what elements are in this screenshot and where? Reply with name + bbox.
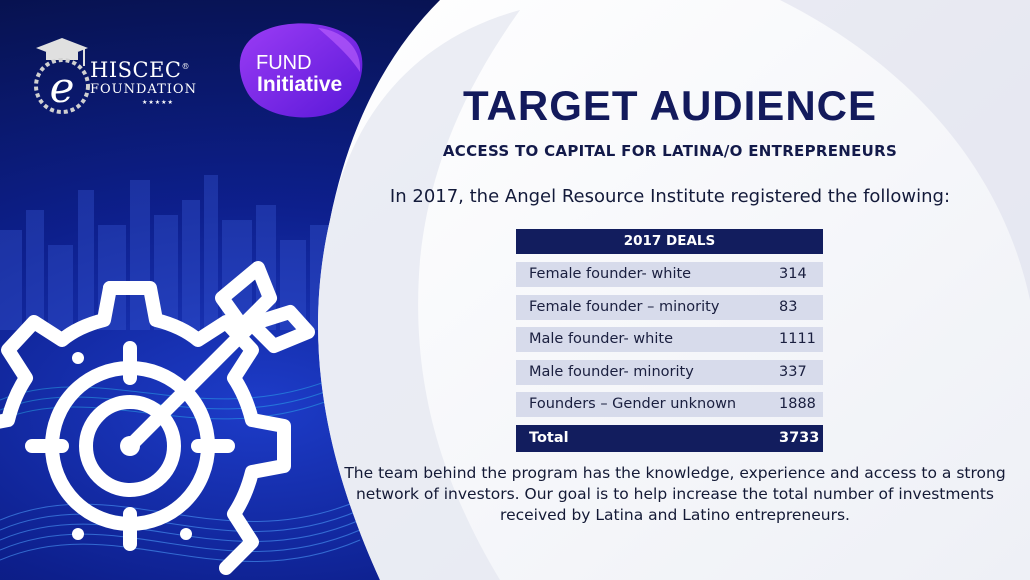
target-gear-icon <box>0 261 315 575</box>
fund-initiative-logo <box>239 23 363 118</box>
total-label: Total <box>529 429 569 446</box>
row-value: 314 <box>779 266 807 282</box>
row-label: Male founder- minority <box>529 363 694 380</box>
fund-label: FUND <box>256 52 312 74</box>
table-row: Male founder- minority 337 <box>516 359 823 385</box>
svg-text:e: e <box>50 63 75 112</box>
hiscec-name: HISCEC® <box>90 58 190 82</box>
slide-title: TARGET AUDIENCE <box>463 82 877 129</box>
hiscec-stars: ★★★★★ <box>142 99 174 106</box>
row-label: Female founder – minority <box>529 298 720 315</box>
initiative-label: Initiative <box>257 73 343 96</box>
row-value: 83 <box>779 298 798 315</box>
table-row: Founders – Gender unknown 1888 <box>516 392 823 417</box>
table-row: Female founder- white 314 <box>516 262 823 287</box>
hiscec-foundation: FOUNDATION <box>90 82 197 97</box>
row-label: Male founder- white <box>529 331 673 347</box>
footer-paragraph: The team behind the program has the know… <box>344 464 1006 524</box>
slide-subtitle: ACCESS TO CAPITAL FOR LATINA/O ENTREPREN… <box>442 142 898 160</box>
row-label: Founders – Gender unknown <box>529 396 737 412</box>
table-row: Male founder- white 1111 <box>516 327 823 352</box>
row-label: Female founder- white <box>529 266 692 282</box>
deals-table: 2017 DEALS Female founder- white 314 Fem… <box>516 229 823 452</box>
laurel-graduation-cap-logo: e <box>34 38 90 114</box>
row-value: 1111 <box>779 331 816 347</box>
table-header: 2017 DEALS <box>516 229 823 254</box>
intro-text: In 2017, the Angel Resource Institute re… <box>389 186 951 207</box>
table-row: Female founder – minority 83 <box>516 294 823 320</box>
row-value: 337 <box>779 363 807 380</box>
table-total-row: Total 3733 <box>516 424 823 452</box>
row-value: 1888 <box>779 396 816 412</box>
total-value: 3733 <box>779 429 820 446</box>
